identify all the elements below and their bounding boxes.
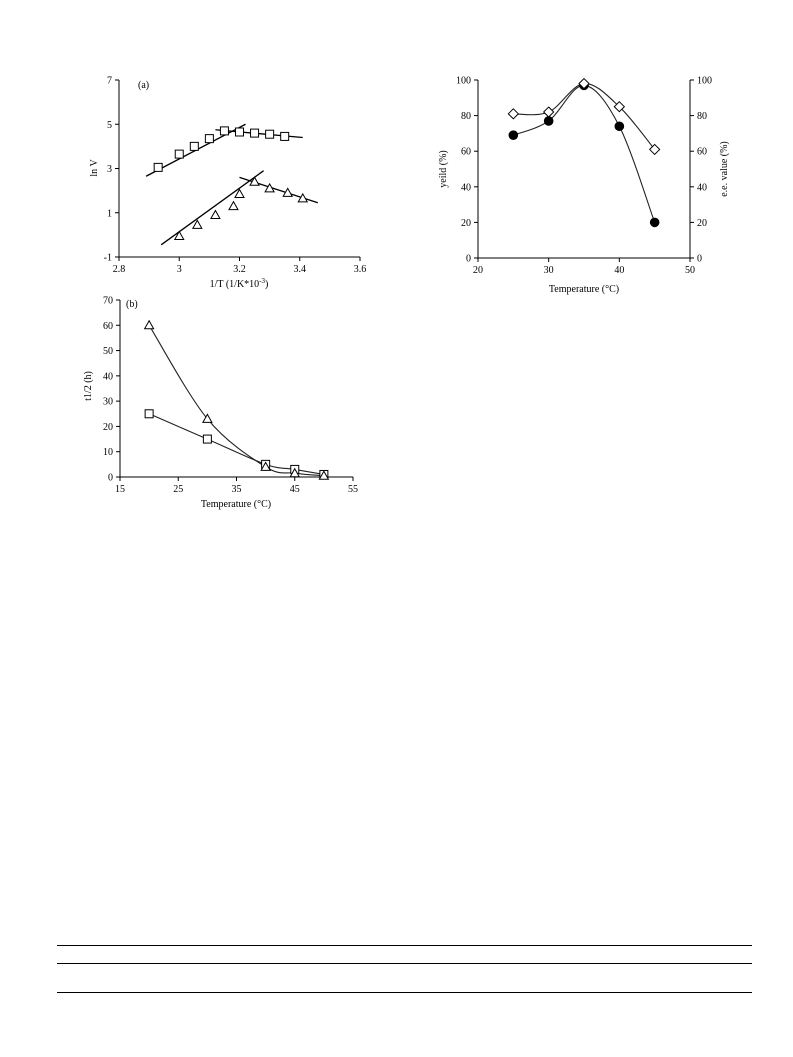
chart-b-triangle-point [202,413,213,423]
table-bottom-rule [57,992,752,993]
chart-b-x-tick-label: 15 [115,484,125,495]
chart-c-x-tick-label: 40 [614,265,624,276]
chart-c-filled-circle-point [508,130,519,140]
chart-a-triangle-point [282,187,294,197]
chart-a-square-point [204,134,214,144]
chart-c-diamond-curve [513,83,656,150]
chart-a-square-point [265,129,275,139]
chart-b-x-tick-label: 55 [348,484,358,495]
chart-b-half-life-vs-temperature: (b) t1/2 (h) Temperature (°C) 15 25 35 45 55… [83,296,358,511]
chart-a-x-tick-label: 3 [177,264,182,275]
chart-c-x-tick-label: 30 [544,265,554,276]
chart-a-x-tick-label: 3.2 [233,264,246,275]
chart-b-triangle-curve [148,324,324,477]
chart-b-square-point [144,409,154,419]
chart-b-y-tick-label: 70 [103,296,113,307]
chart-c-diamond-point [613,100,626,113]
chart-a-x-tick-label: 2.8 [113,264,126,275]
chart-c-y-tick-label-right: 40 [697,182,707,193]
chart-a-y-tick-label: 3 [107,164,112,175]
chart-c-yield-and-ee-vs-temperature: yeild (%) e.e. value (%) Temperature (°C… [438,76,730,296]
chart-a-square-point [250,128,260,138]
chart-c-ylabel-right: e.e. value (%) [719,141,730,197]
chart-c-y-tick-label: 0 [466,254,471,265]
chart-b-y-tick-label: 60 [103,321,113,332]
chart-c-ylabel: yeild (%) [438,150,449,188]
chart-a-triangle-point [191,219,203,229]
chart-c-y-tick-label: 100 [456,76,471,87]
chart-a-y-tick-label: 5 [107,120,112,131]
chart-c-y-tick-label-right: 100 [697,76,712,87]
chart-b-x-tick-label: 35 [232,484,242,495]
chart-a-lnv-vs-inverse-temperature: (a) ln V 1/T (1/K*10-3) 2.8 3 3.2 3.4 3.6 -1 1… [89,76,366,291]
chart-a-square-point [174,149,184,159]
chart-a-triangle-point [228,200,239,211]
chart-c-xlabel: Temperature (°C) [549,284,619,295]
chart-c-diamond-point [578,77,590,90]
chart-a-panel-label: (a) [138,80,149,91]
chart-a-y-tick-label: -1 [104,253,112,264]
table-top-rule [57,945,752,946]
chart-b-triangle-point [289,467,301,478]
chart-c-diamond-point [507,108,520,120]
chart-a-square-point [280,131,290,141]
chart-c-y-tick-label-right: 20 [697,218,707,229]
chart-c-filled-circle-curve [513,84,656,223]
chart-b-y-tick-label: 10 [103,447,113,458]
chart-a-square-point [189,141,199,151]
chart-b-x-tick-label: 25 [173,484,183,495]
chart-c-y-tick-label: 40 [461,182,471,193]
chart-a-y-tick-label: 1 [107,208,112,219]
chart-b-xlabel: Temperature (°C) [201,499,271,510]
chart-b-y-tick-label: 50 [103,346,113,357]
chart-a-xlabel-main: 1/T (1/K*10 [210,279,260,290]
chart-b-triangle-point [143,319,155,330]
chart-c-y-tick-label-right: 0 [697,254,702,265]
chart-a-xlabel: 1/T (1/K*10-3) [210,277,269,290]
chart-a-triangle-point [249,176,260,186]
chart-b-square-point [202,434,212,444]
chart-a-square-point [235,127,244,137]
chart-c-y-tick-label-right: 60 [697,147,707,158]
chart-a-x-tick-label: 3.4 [294,264,307,275]
chart-b-y-tick-label: 20 [103,422,113,433]
chart-c-y-tick-label: 80 [461,111,471,122]
chart-c-y-tick-label-right: 80 [697,111,707,122]
chart-a-xlabel-tail: ) [265,279,268,290]
chart-b-y-tick-label: 0 [108,473,113,484]
chart-a-fit-line [160,170,264,246]
chart-a-triangle-point [234,188,245,198]
chart-a-square-point [219,126,229,136]
chart-b-y-tick-label: 40 [103,371,113,382]
chart-a-square-point [153,162,163,172]
chart-c-x-tick-label: 50 [685,265,695,276]
chart-a-triangle-point [264,182,275,193]
chart-a-xlabel-exponent: -3 [259,277,265,285]
chart-a-x-tick-label: 3.6 [354,264,367,275]
chart-a-y-tick-label: 7 [107,76,112,87]
chart-c-x-tick-label: 20 [473,265,483,276]
chart-c-y-tick-label: 60 [461,147,471,158]
chart-b-triangle-point [318,470,330,480]
chart-b-panel-label: (b) [126,299,138,310]
chart-c-filled-circle-point [614,121,625,132]
chart-c-diamond-point [542,106,555,118]
chart-c-diamond-point [648,143,661,156]
table-header-rule [57,963,752,964]
chart-c-filled-circle-point [649,217,660,228]
chart-a-ylabel: ln V [89,159,100,177]
chart-a-triangle-point [210,209,221,219]
chart-a-triangle-point [297,192,309,203]
chart-b-triangle-point [260,461,271,471]
chart-b-y-tick-label: 30 [103,397,113,408]
chart-b-x-tick-label: 45 [290,484,300,495]
chart-c-y-tick-label: 20 [461,218,471,229]
chart-b-ylabel: t1/2 (h) [83,371,94,401]
chart-a-triangle-point [173,230,185,240]
chart-c-filled-circle-point [543,116,554,126]
